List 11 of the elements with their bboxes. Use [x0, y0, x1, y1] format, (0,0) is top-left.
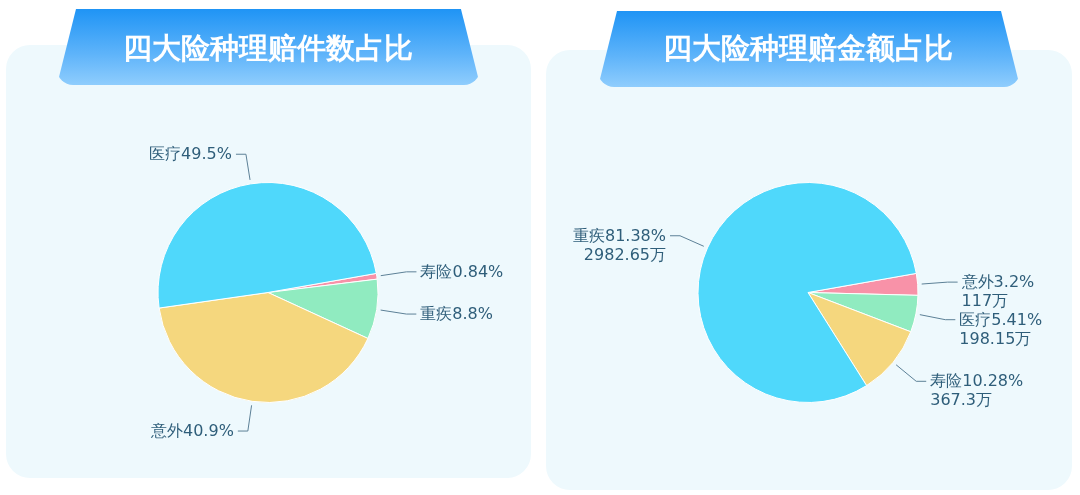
slice-label: 寿险10.28% 367.3万	[930, 371, 1024, 410]
slice-label: 意外3.2% 117万	[960, 272, 1035, 311]
slice-label: 重疾81.38% 2982.65万	[573, 225, 667, 264]
chart-title: 四大险种理赔件数占比	[123, 31, 413, 65]
slice-label: 重疾8.8%	[420, 304, 493, 324]
slice-label: 医疗5.41% 198.15万	[959, 309, 1043, 348]
slice-label: 医疗49.5%	[149, 144, 232, 164]
chart-title: 四大险种理赔金额占比	[663, 31, 953, 65]
pie-slice	[697, 182, 917, 403]
slice-label: 意外40.9%	[150, 421, 234, 441]
slice-label: 寿险0.84%	[420, 261, 504, 281]
